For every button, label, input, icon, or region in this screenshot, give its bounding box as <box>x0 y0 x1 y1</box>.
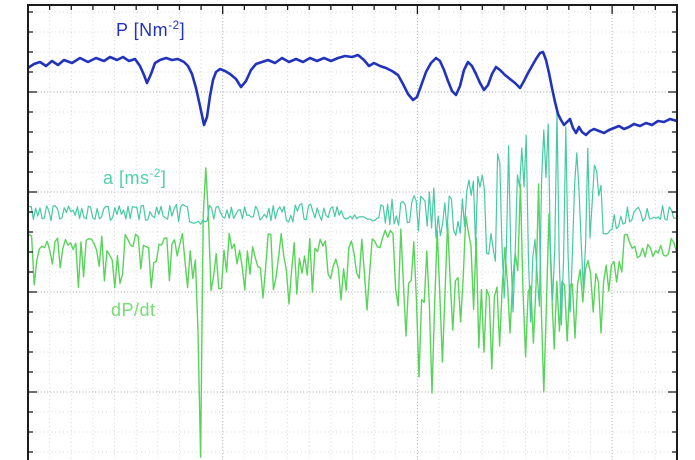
acceleration-label-close: ] <box>160 168 167 188</box>
pressure-trace-label: P [Nm-2] <box>116 19 185 41</box>
pressure-label-close: ] <box>179 20 186 40</box>
dpdt-label-text: dP/dt <box>111 300 156 320</box>
pressure-label-superscript: -2 <box>168 19 180 32</box>
dpdt-trace-label: dP/dt <box>111 299 156 321</box>
acceleration-trace-label: a [ms-2] <box>103 167 166 189</box>
acceleration-label-superscript: -2 <box>149 167 161 180</box>
acceleration-label-text: a [ms <box>103 168 150 188</box>
pressure-label-text: P [Nm <box>116 20 169 40</box>
